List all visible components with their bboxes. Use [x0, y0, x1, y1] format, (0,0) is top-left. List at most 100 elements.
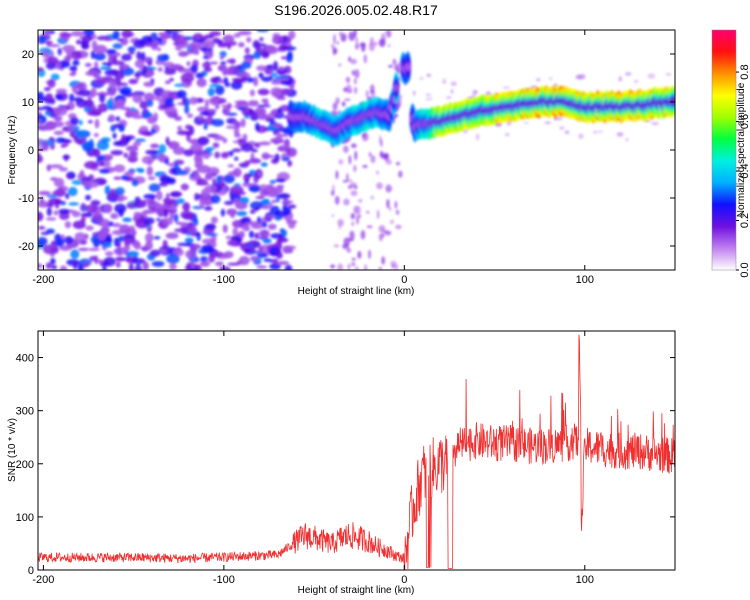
heatmap-cell [186, 132, 191, 142]
y-tick-label: 100 [16, 512, 34, 524]
heatmap-cell [117, 235, 124, 243]
heatmap-cell [241, 76, 248, 81]
heatmap-cell [235, 121, 241, 129]
heatmap-cell [665, 73, 672, 76]
heatmap-cell [252, 76, 259, 87]
heatmap-cell [121, 134, 126, 144]
heatmap-cell [180, 72, 195, 83]
heatmap-cell [133, 211, 141, 220]
heatmap-cell [69, 65, 78, 72]
heatmap-cell [272, 258, 279, 264]
heatmap-cell [336, 41, 339, 45]
heatmap-cell [105, 251, 114, 257]
heatmap-cell [223, 76, 228, 84]
heatmap-cell [104, 185, 111, 195]
heatmap-signal-track [287, 51, 675, 147]
heatmap-cell [256, 171, 263, 177]
heatmap-cell [121, 106, 131, 111]
heatmap-cell [277, 185, 284, 194]
heatmap-cell [133, 242, 142, 250]
heatmap-cell [176, 170, 189, 175]
heatmap-cell [359, 42, 366, 47]
heatmap-cell [169, 30, 184, 33]
heatmap-cell [66, 174, 73, 180]
colorbar: 0.0 0.2 0.4 0.6 0.8 Normalized spectral ampl… [711, 29, 750, 278]
heatmap-cell [351, 261, 356, 267]
heatmap-cell [343, 87, 348, 93]
x-tick-label: -100 [213, 574, 235, 586]
heatmap-cell [132, 93, 143, 104]
heatmap-cell [378, 233, 384, 242]
heatmap-cell [148, 183, 161, 192]
heatmap-cell [387, 44, 391, 47]
heatmap-cell [351, 69, 356, 76]
heatmap-cell [151, 154, 158, 160]
heatmap-cell [86, 110, 101, 116]
heatmap-cell [58, 167, 69, 172]
heatmap-cell [233, 32, 241, 38]
heatmap-cell [332, 102, 338, 111]
heatmap-cell [207, 87, 215, 97]
heatmap-cell [45, 40, 53, 45]
spectrogram-y-label: Frequency (Hz) [7, 116, 18, 185]
heatmap-cell [286, 147, 297, 158]
heatmap-cell [68, 93, 75, 103]
heatmap-cell [203, 201, 211, 206]
heatmap-cell [248, 185, 261, 193]
heatmap-cell [175, 221, 183, 225]
heatmap-cell [55, 94, 64, 100]
heatmap-cell [128, 150, 139, 157]
heatmap-cell [472, 89, 478, 94]
heatmap-cell [124, 240, 131, 248]
heatmap-cell [50, 257, 56, 265]
heatmap-cell [419, 77, 424, 80]
heatmap-cell [115, 187, 125, 195]
heatmap-cell [258, 245, 264, 254]
heatmap-cell [197, 136, 210, 146]
heatmap-cell [285, 53, 293, 63]
heatmap-cell [203, 122, 208, 130]
heatmap-cell [174, 228, 187, 233]
heatmap-cell [114, 71, 125, 80]
heatmap-cell [38, 237, 48, 246]
heatmap-cell [210, 194, 221, 204]
heatmap-cell [270, 233, 283, 239]
heatmap-cell [174, 162, 179, 169]
heatmap-cell [94, 118, 100, 129]
heatmap-cell [502, 86, 510, 89]
heatmap-cell [75, 130, 89, 138]
heatmap-cell [236, 210, 248, 217]
heatmap-cell [166, 177, 176, 185]
heatmap-cell [260, 230, 269, 238]
heatmap-cell [425, 93, 432, 96]
heatmap-cell [207, 113, 213, 119]
heatmap-cell [146, 166, 154, 176]
heatmap-cell [51, 120, 65, 128]
heatmap-cell [226, 208, 238, 216]
heatmap-cell [44, 30, 51, 38]
heatmap-cell [110, 149, 124, 156]
heatmap-cell [100, 137, 111, 143]
heatmap-cell [347, 76, 350, 84]
heatmap-cell [184, 105, 190, 114]
heatmap-cell [275, 240, 282, 249]
heatmap-cell [229, 150, 234, 157]
heatmap-cell [46, 107, 54, 113]
heatmap-cell [504, 132, 510, 137]
heatmap-cell [108, 80, 117, 91]
heatmap-cell [72, 220, 86, 230]
heatmap-cell [113, 247, 127, 256]
heatmap-cell [273, 60, 278, 71]
y-tick-label: 200 [16, 459, 34, 471]
heatmap-cell [227, 43, 232, 50]
heatmap-cell [53, 106, 68, 116]
heatmap-cell [93, 75, 102, 79]
heatmap-cell [154, 96, 161, 101]
heatmap-cell [174, 115, 183, 121]
heatmap-cell [186, 113, 194, 118]
heatmap-cell [99, 162, 105, 166]
heatmap-cell [120, 174, 129, 181]
heatmap-cell [276, 260, 290, 266]
heatmap-cell [559, 126, 565, 130]
heatmap-cell [556, 116, 563, 121]
